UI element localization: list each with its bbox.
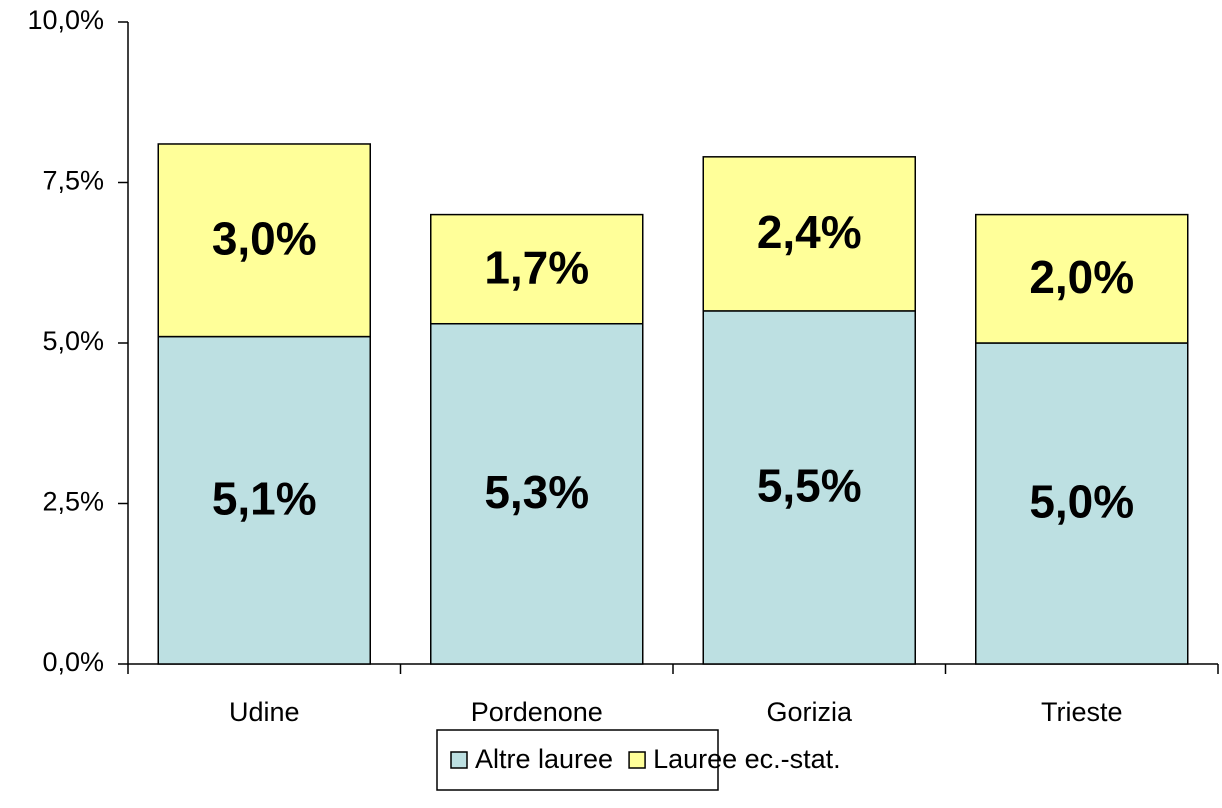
legend-label: Lauree ec.-stat. (653, 744, 841, 774)
x-tick-label: Gorizia (766, 697, 853, 727)
bar-segment (702, 310, 916, 665)
x-tick-label: Trieste (1041, 697, 1123, 727)
legend-box (436, 729, 719, 791)
y-tick-label: 10,0% (27, 5, 104, 35)
value-label: 5,0% (1029, 476, 1134, 528)
value-label: 5,5% (757, 460, 862, 512)
value-label: 1,7% (484, 241, 589, 293)
y-tick-label: 7,5% (42, 166, 104, 196)
y-tick-label: 5,0% (42, 326, 104, 356)
value-label: 2,0% (1029, 251, 1134, 303)
value-label: 2,4% (757, 206, 862, 258)
bar-segment (157, 335, 371, 665)
bar-segment (975, 342, 1189, 665)
value-label: 5,3% (484, 466, 589, 518)
bar-segment (157, 143, 371, 338)
y-tick-label: 2,5% (42, 487, 104, 517)
bar-segment (430, 213, 644, 325)
y-tick-label: 0,0% (42, 647, 104, 677)
x-tick-label: Pordenone (471, 697, 603, 727)
legend-swatch (628, 751, 646, 769)
bar-segment (702, 156, 916, 312)
legend-swatch (450, 751, 468, 769)
x-tick-label: Udine (229, 697, 300, 727)
value-label: 3,0% (212, 212, 317, 264)
legend-label: Altre lauree (475, 744, 613, 774)
bar-segment (975, 213, 1189, 344)
value-label: 5,1% (212, 472, 317, 524)
